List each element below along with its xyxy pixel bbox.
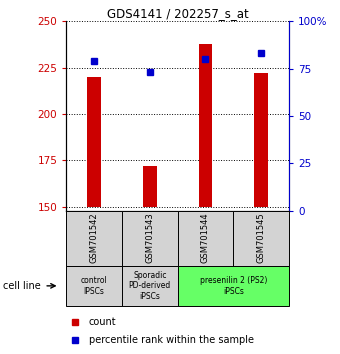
Text: cell line: cell line bbox=[3, 281, 41, 291]
Bar bbox=[178, 211, 233, 266]
Text: percentile rank within the sample: percentile rank within the sample bbox=[88, 335, 254, 346]
Text: GSM701543: GSM701543 bbox=[145, 213, 154, 263]
Bar bbox=[122, 266, 178, 306]
Bar bbox=[254, 73, 268, 207]
Text: presenilin 2 (PS2)
iPSCs: presenilin 2 (PS2) iPSCs bbox=[200, 276, 267, 296]
Text: GSM701545: GSM701545 bbox=[257, 213, 266, 263]
Bar bbox=[66, 266, 122, 306]
Text: GSM701542: GSM701542 bbox=[90, 213, 99, 263]
Bar bbox=[199, 44, 212, 207]
Bar bbox=[66, 211, 122, 266]
Text: GSM701544: GSM701544 bbox=[201, 213, 210, 263]
Bar bbox=[87, 77, 101, 207]
Bar bbox=[178, 266, 289, 306]
Bar bbox=[143, 166, 157, 207]
Title: GDS4141 / 202257_s_at: GDS4141 / 202257_s_at bbox=[107, 7, 249, 20]
Text: Sporadic
PD-derived
iPSCs: Sporadic PD-derived iPSCs bbox=[129, 271, 171, 301]
Text: count: count bbox=[88, 316, 116, 327]
Text: control
IPSCs: control IPSCs bbox=[81, 276, 107, 296]
Bar bbox=[122, 211, 178, 266]
Bar bbox=[233, 211, 289, 266]
